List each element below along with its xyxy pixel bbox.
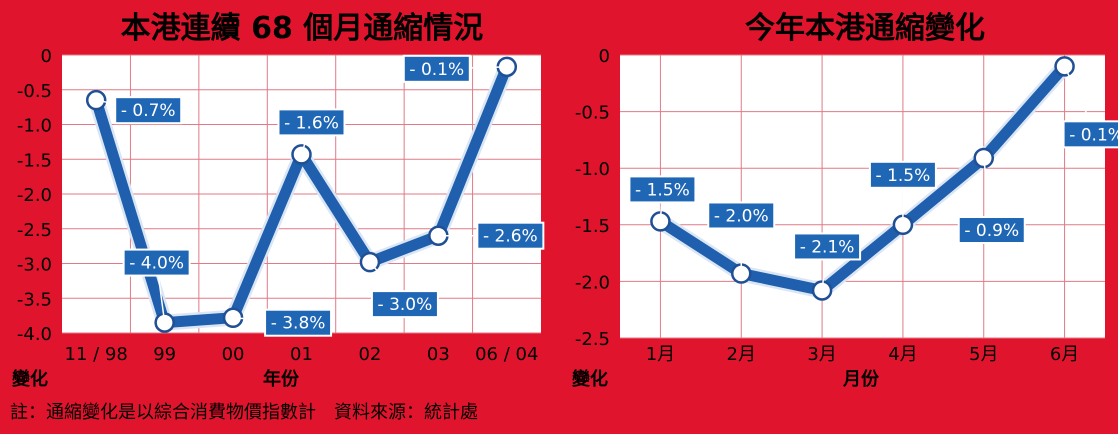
data-label: - 0.7%: [121, 101, 176, 121]
left-x-ticks: 11 / 98 99 00 01 02 03 06 / 04: [65, 344, 539, 365]
right-x-axis-label: 月份: [842, 368, 880, 390]
right-y-axis-label: 變化: [572, 368, 608, 390]
y-tick-label: -1.5: [17, 150, 52, 171]
y-tick-label: -2.5: [575, 329, 610, 350]
y-tick-label: -0.5: [575, 103, 610, 124]
data-label: - 2.1%: [800, 237, 855, 257]
x-tick-label: 4月: [888, 344, 917, 365]
x-tick-label: 3月: [807, 344, 836, 365]
x-tick-label: 11 / 98: [65, 344, 128, 365]
left-y-ticks: 0 -0.5 -1.0 -1.5 -2.0 -2.5 -3.0 -3.5 -4.0: [17, 46, 52, 345]
right-chart: 今年本港通縮變化 0 -0.5 -1.0 -1.5 -2.0 -2.5 1月 2月 3月 4月 5…: [572, 11, 1118, 390]
x-tick-label: 06 / 04: [475, 344, 538, 365]
data-label: - 2.6%: [483, 227, 538, 247]
left-chart: 本港連續 68 個月通縮情況 0 -0.5 -1.0 -1.5 -2.0 -2.5 -3.0…: [12, 11, 545, 390]
y-tick-label: -4.0: [17, 324, 52, 345]
right-x-ticks: 1月 2月 3月 4月 5月 6月: [646, 344, 1080, 365]
data-label: - 1.5%: [876, 166, 931, 186]
x-tick-label: 00: [222, 344, 245, 365]
data-label: - 0.1%: [1069, 125, 1118, 145]
y-tick-label: -2.0: [17, 185, 52, 206]
x-tick-label: 99: [153, 344, 176, 365]
data-label-box: [124, 250, 189, 275]
data-label-box: [959, 218, 1024, 243]
data-label-box: [372, 292, 437, 317]
y-tick-label: -0.5: [17, 81, 52, 102]
data-label-box: [478, 223, 543, 248]
data-label-box: [1064, 122, 1118, 147]
data-label: - 1.6%: [284, 113, 339, 133]
y-tick-label: -3.0: [17, 255, 52, 276]
data-label: - 1.5%: [635, 180, 690, 200]
y-tick-label: -1.5: [575, 216, 610, 237]
x-tick-label: 2月: [727, 344, 756, 365]
x-tick-label: 1月: [646, 344, 675, 365]
right-data-labels: - 1.5% - 2.0% - 2.1% - 1.5% - 0.9% - 0.1%: [628, 66, 1118, 291]
data-label: - 2.0%: [714, 206, 769, 226]
x-tick-label: 03: [427, 344, 450, 365]
y-tick-label: 0: [599, 46, 610, 67]
left-data-labels: - 0.7% - 4.0% - 3.8% - 1.6% - 3.0% - 2.6% - 0.…: [96, 54, 545, 337]
series-line: [654, 60, 1071, 296]
data-label-box: [709, 203, 774, 228]
y-tick-label: -1.0: [17, 116, 52, 137]
data-label: - 0.9%: [964, 221, 1019, 241]
data-label: - 3.0%: [378, 295, 433, 315]
footnote: 註：通縮變化是以綜合消費物價指數計 資料來源：統計處: [10, 402, 478, 423]
left-x-axis-label: 年份: [263, 368, 300, 390]
x-tick-label: 02: [358, 344, 381, 365]
y-tick-label: -2.5: [17, 220, 52, 241]
x-tick-label: 01: [290, 344, 313, 365]
right-series: [650, 56, 1075, 301]
data-label-box: [795, 234, 860, 259]
x-tick-label: 5月: [969, 344, 998, 365]
right-chart-title: 今年本港通縮變化: [745, 11, 985, 46]
left-y-axis-label: 變化: [12, 368, 48, 390]
data-label-box: [630, 177, 695, 202]
data-label: - 3.8%: [271, 314, 326, 334]
y-tick-label: -1.0: [575, 159, 610, 180]
data-label-box: [870, 162, 935, 187]
data-label-box: [279, 110, 344, 135]
y-tick-label: 0: [41, 46, 52, 67]
right-y-ticks: 0 -0.5 -1.0 -1.5 -2.0 -2.5: [575, 46, 610, 350]
y-tick-label: -3.5: [17, 289, 52, 310]
data-label: - 0.1%: [409, 60, 464, 80]
data-label-box: [404, 56, 469, 81]
data-label-box: [266, 310, 331, 335]
x-tick-label: 6月: [1050, 344, 1079, 365]
data-label-box: [116, 98, 181, 123]
left-chart-title: 本港連續 68 個月通縮情況: [121, 11, 484, 46]
y-tick-label: -2.0: [575, 272, 610, 293]
data-label: - 4.0%: [129, 254, 184, 274]
